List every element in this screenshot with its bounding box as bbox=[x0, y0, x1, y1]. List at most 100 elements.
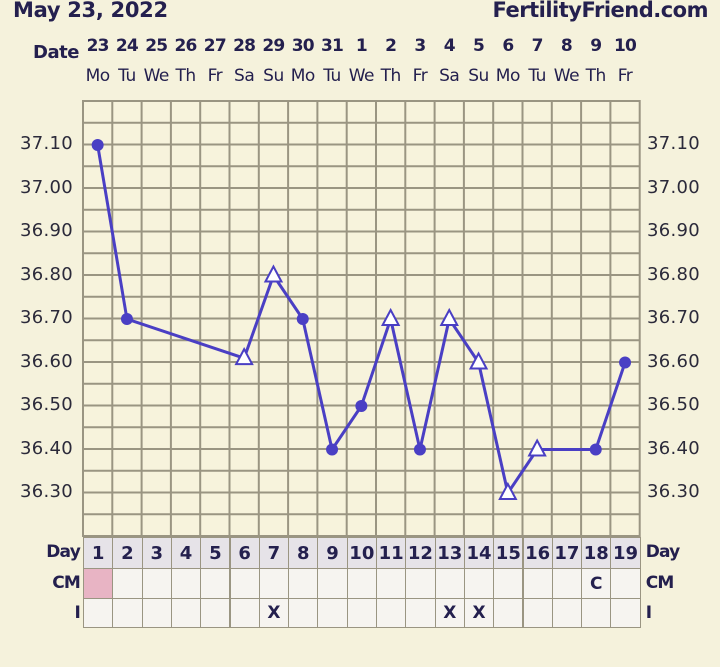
temp-point-triangle[interactable] bbox=[380, 307, 401, 326]
day-cell[interactable]: 17 bbox=[551, 537, 583, 569]
day-cell[interactable]: 19 bbox=[610, 537, 641, 569]
cm-cell[interactable] bbox=[493, 568, 524, 599]
weekday-header: We bbox=[348, 66, 375, 86]
weekday-header: Su bbox=[263, 66, 284, 86]
day-cell[interactable]: 5 bbox=[200, 537, 231, 569]
date-header: 4 bbox=[443, 36, 456, 56]
cm-cell[interactable] bbox=[229, 568, 260, 599]
temp-point-triangle[interactable] bbox=[263, 264, 284, 283]
date-header: 2 bbox=[385, 36, 397, 56]
day-cell[interactable]: 3 bbox=[141, 537, 172, 569]
date-header: 1 bbox=[355, 36, 368, 56]
intercourse-cell[interactable] bbox=[112, 598, 143, 628]
site-brand: FertilityFriend.com bbox=[492, 0, 709, 22]
y-axis-tick-right: 36.30 bbox=[647, 481, 701, 502]
y-axis-tick-right: 36.50 bbox=[647, 394, 701, 415]
cm-cell[interactable] bbox=[610, 568, 641, 599]
day-cell[interactable]: 13 bbox=[434, 537, 465, 569]
y-axis-tick-right: 37.00 bbox=[647, 176, 701, 198]
weekday-header: Tu bbox=[118, 66, 136, 86]
temp-point-dot[interactable] bbox=[413, 443, 426, 456]
date-header: 29 bbox=[262, 36, 285, 56]
intercourse-cell[interactable] bbox=[170, 598, 202, 628]
cm-cell[interactable] bbox=[346, 568, 377, 599]
intercourse-cell[interactable] bbox=[522, 598, 553, 628]
weekday-header: Fr bbox=[412, 66, 428, 86]
cm-cell[interactable] bbox=[258, 568, 290, 599]
cm-cell[interactable] bbox=[434, 568, 465, 599]
day-cell[interactable]: 4 bbox=[170, 537, 202, 569]
cm-cell[interactable] bbox=[112, 568, 143, 599]
temp-point-dot[interactable] bbox=[326, 443, 339, 456]
weekday-header: Fr bbox=[617, 66, 633, 86]
day-row-label-left: Day bbox=[46, 542, 81, 562]
day-cell[interactable]: 12 bbox=[405, 537, 436, 569]
day-cell[interactable]: 11 bbox=[376, 537, 407, 569]
cm-cell[interactable] bbox=[522, 568, 553, 599]
day-cell[interactable]: 9 bbox=[317, 537, 348, 569]
weekday-header: Fr bbox=[207, 66, 223, 86]
day-cell[interactable]: 1 bbox=[83, 537, 114, 569]
weekday-header: We bbox=[553, 66, 580, 86]
cm-cell[interactable] bbox=[170, 568, 202, 599]
temp-point-dot[interactable] bbox=[589, 443, 602, 456]
weekday-header: Tu bbox=[528, 66, 546, 86]
weekday-header: Tu bbox=[323, 66, 341, 86]
y-axis-tick-right: 36.90 bbox=[647, 220, 701, 241]
cm-cell[interactable] bbox=[200, 568, 231, 599]
cm-cell[interactable] bbox=[463, 568, 495, 599]
date-header: 26 bbox=[174, 36, 198, 56]
temp-point-triangle[interactable] bbox=[234, 347, 254, 366]
day-cell[interactable]: 2 bbox=[112, 537, 143, 569]
cm-cell[interactable] bbox=[405, 568, 436, 599]
cm-cell[interactable] bbox=[83, 568, 114, 599]
day-cell[interactable]: 16 bbox=[522, 537, 553, 569]
temp-point-triangle[interactable] bbox=[468, 351, 489, 370]
intercourse-cell[interactable] bbox=[229, 598, 260, 628]
y-axis-tick-left: 36.80 bbox=[20, 263, 74, 285]
date-header: 27 bbox=[203, 36, 227, 56]
cm-cell[interactable]: C bbox=[581, 568, 612, 599]
temp-point-triangle[interactable] bbox=[439, 307, 459, 326]
intercourse-cell[interactable]: X bbox=[258, 598, 290, 628]
intercourse-cell[interactable] bbox=[376, 598, 407, 628]
intercourse-cell[interactable] bbox=[346, 598, 377, 628]
intercourse-cell[interactable] bbox=[405, 598, 436, 628]
cm-cell[interactable] bbox=[141, 568, 172, 599]
day-cell[interactable]: 18 bbox=[581, 537, 612, 569]
day-cell[interactable]: 8 bbox=[288, 537, 319, 569]
temp-point-dot[interactable] bbox=[619, 356, 632, 369]
y-axis-tick-left: 37.10 bbox=[20, 133, 74, 154]
cm-cell[interactable] bbox=[317, 568, 348, 599]
day-cell[interactable]: 15 bbox=[493, 537, 524, 569]
cm-cell[interactable] bbox=[551, 568, 583, 599]
intercourse-cell[interactable] bbox=[141, 598, 172, 628]
day-cell[interactable]: 14 bbox=[463, 537, 495, 569]
temp-point-triangle[interactable] bbox=[527, 438, 547, 457]
day-cell[interactable]: 7 bbox=[258, 537, 290, 569]
temp-point-triangle[interactable] bbox=[498, 481, 518, 500]
temp-point-dot[interactable] bbox=[296, 313, 309, 325]
intercourse-cell[interactable]: X bbox=[434, 598, 465, 628]
intercourse-cell[interactable] bbox=[288, 598, 319, 628]
weekday-header: Sa bbox=[234, 66, 255, 86]
y-axis-tick-left: 36.50 bbox=[20, 394, 74, 415]
cm-cell[interactable] bbox=[376, 568, 407, 599]
weekday-header: Mo bbox=[290, 66, 316, 86]
temp-point-dot[interactable] bbox=[91, 139, 104, 151]
intercourse-cell[interactable] bbox=[581, 598, 612, 628]
intercourse-cell[interactable] bbox=[610, 598, 641, 628]
cm-cell[interactable] bbox=[288, 568, 319, 599]
day-cell[interactable]: 10 bbox=[346, 537, 377, 569]
date-header: 30 bbox=[291, 36, 315, 56]
day-cell[interactable]: 6 bbox=[229, 537, 260, 569]
temp-point-dot[interactable] bbox=[120, 313, 133, 325]
temp-point-dot[interactable] bbox=[355, 400, 368, 412]
intercourse-cell[interactable] bbox=[493, 598, 524, 628]
intercourse-cell[interactable] bbox=[83, 598, 114, 628]
intercourse-cell[interactable] bbox=[551, 598, 583, 628]
intercourse-cell[interactable]: X bbox=[463, 598, 495, 628]
chart-title-date: May 23, 2022 bbox=[13, 0, 168, 22]
intercourse-cell[interactable] bbox=[200, 598, 231, 628]
intercourse-cell[interactable] bbox=[317, 598, 348, 628]
